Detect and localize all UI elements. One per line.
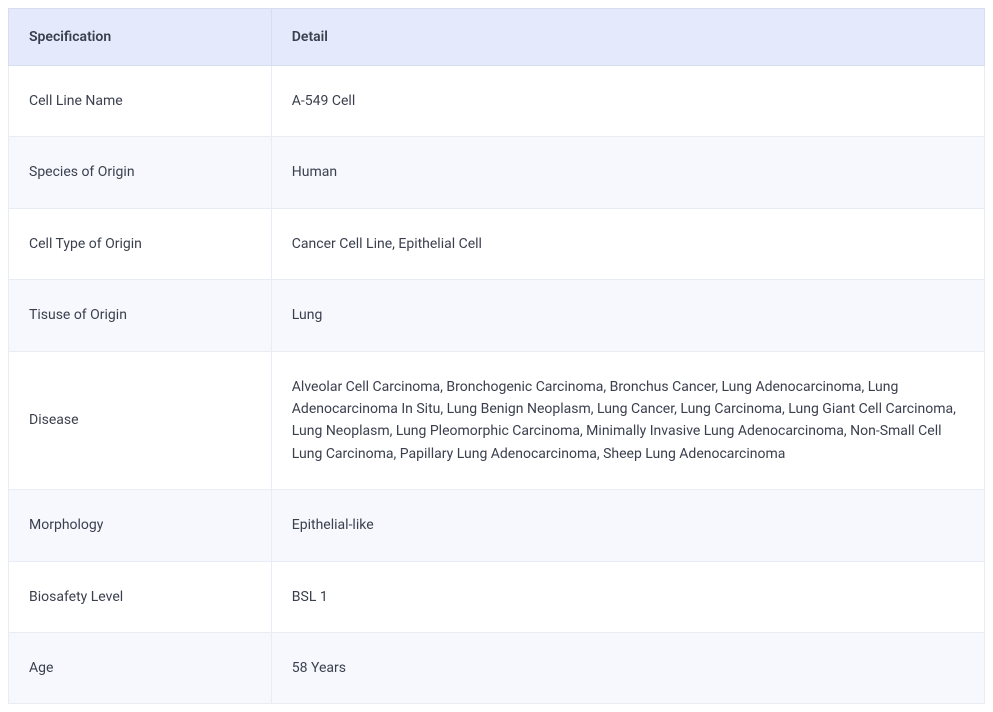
detail-cell: 58 Years (271, 632, 984, 703)
detail-cell: Lung (271, 280, 984, 351)
specification-table: Specification Detail Cell Line Name A-54… (8, 8, 985, 704)
table-row: Age 58 Years (9, 632, 985, 703)
table-row: Tisuse of Origin Lung (9, 280, 985, 351)
table-row: Species of Origin Human (9, 137, 985, 208)
detail-cell: Epithelial-like (271, 490, 984, 561)
spec-cell: Disease (9, 351, 272, 490)
detail-cell: BSL 1 (271, 561, 984, 632)
table-row: Disease Alveolar Cell Carcinoma, Broncho… (9, 351, 985, 490)
detail-cell: Alveolar Cell Carcinoma, Bronchogenic Ca… (271, 351, 984, 490)
spec-cell: Cell Line Name (9, 66, 272, 137)
table-row: Cell Line Name A-549 Cell (9, 66, 985, 137)
table-row: Biosafety Level BSL 1 (9, 561, 985, 632)
header-specification: Specification (9, 9, 272, 66)
table-row: Morphology Epithelial-like (9, 490, 985, 561)
spec-cell: Cell Type of Origin (9, 208, 272, 279)
spec-cell: Morphology (9, 490, 272, 561)
spec-cell: Species of Origin (9, 137, 272, 208)
spec-cell: Tisuse of Origin (9, 280, 272, 351)
detail-cell: Human (271, 137, 984, 208)
spec-cell: Biosafety Level (9, 561, 272, 632)
spec-cell: Age (9, 632, 272, 703)
table-body: Cell Line Name A-549 Cell Species of Ori… (9, 66, 985, 704)
detail-cell: Cancer Cell Line, Epithelial Cell (271, 208, 984, 279)
table-row: Cell Type of Origin Cancer Cell Line, Ep… (9, 208, 985, 279)
detail-cell: A-549 Cell (271, 66, 984, 137)
table-header-row: Specification Detail (9, 9, 985, 66)
header-detail: Detail (271, 9, 984, 66)
